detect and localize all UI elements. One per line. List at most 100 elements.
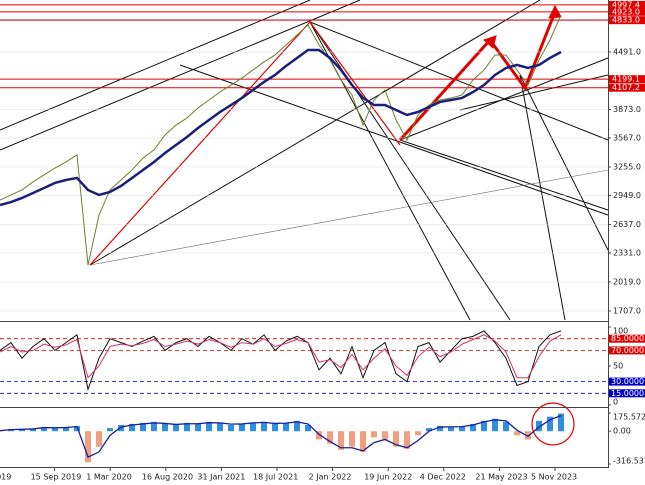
- y-tick-label: 1707.0: [613, 306, 641, 315]
- y-tick-label: 0: [613, 398, 618, 407]
- histogram-bar: [206, 421, 212, 432]
- price-label-bg: [609, 16, 645, 25]
- y-tick-label: 2637.0: [613, 220, 641, 229]
- series-line: [0, 48, 562, 207]
- histogram-bar: [140, 422, 146, 432]
- histogram-bar: [96, 431, 102, 447]
- price-label-bg: [609, 0, 645, 9]
- histogram-bar: [129, 423, 135, 432]
- histogram-bar: [272, 423, 278, 432]
- histogram-bar: [481, 420, 487, 432]
- level-label: 70.0000: [611, 346, 644, 355]
- histogram-bar: [85, 431, 91, 463]
- histogram-bar: [437, 426, 443, 432]
- x-tick-label: 16 Aug 2020: [142, 473, 193, 482]
- x-tick-label: 18 Jul 2021: [253, 473, 298, 482]
- histogram-bar: [547, 416, 553, 432]
- histogram-bar: [283, 422, 289, 432]
- price-label-bg: [609, 83, 645, 92]
- histogram-bar: [558, 413, 564, 432]
- histogram-bar: [74, 426, 80, 432]
- histogram-bar: [327, 431, 333, 444]
- level-label-bg: [609, 346, 645, 355]
- histogram-bar: [217, 422, 223, 432]
- x-tick-label: 19 Jun 2022: [364, 473, 412, 482]
- price-label: 4107.2: [612, 83, 640, 92]
- price-label-bg: [609, 7, 645, 16]
- histogram-bar: [41, 427, 47, 432]
- histogram-bar: [52, 428, 58, 432]
- histogram-bar: [338, 431, 344, 450]
- y-tick-label: 3567.0: [613, 133, 641, 142]
- histogram-bar: [261, 421, 267, 432]
- y-tick-label: 50: [613, 362, 623, 371]
- y-tick-label: -316.531: [613, 457, 645, 466]
- trendlines: [0, 0, 609, 321]
- price-label: 4997.4: [612, 0, 640, 9]
- y-tick-label: 3873.0: [613, 105, 641, 114]
- histogram-bar: [459, 426, 465, 432]
- level-label-bg: [609, 377, 645, 386]
- histogram-bar: [162, 423, 168, 432]
- histogram-bar: [19, 429, 25, 432]
- y-tick-label: 4491.0: [613, 48, 641, 57]
- x-tick-label: 31 Jan 2021: [197, 473, 245, 482]
- histogram-bar: [492, 418, 498, 432]
- histogram-bar: [107, 428, 113, 432]
- x-tick-label: 5 Nov 2023: [531, 473, 577, 482]
- x-tick-label: 15 Sep 2019: [31, 473, 82, 482]
- histogram-bar: [316, 431, 322, 440]
- histogram-bar: [503, 421, 509, 432]
- histogram-bar: [294, 420, 300, 432]
- histogram-bar: [250, 422, 256, 432]
- level-label: 30.0000: [611, 377, 644, 386]
- level-label: 15.0000: [611, 389, 644, 398]
- histogram-bar: [305, 424, 311, 432]
- histogram-bar: [360, 431, 366, 452]
- histogram-bar: [514, 431, 520, 436]
- histogram-bar: [118, 424, 124, 432]
- series-line: [0, 415, 562, 458]
- histogram-bar: [371, 431, 377, 438]
- histogram-bar: [415, 431, 421, 436]
- histogram-bar: [30, 428, 36, 432]
- histogram-bar: [404, 431, 410, 449]
- x-tick-label: 21 May 2023: [475, 473, 527, 482]
- histogram-bar: [184, 422, 190, 432]
- histogram-bar: [426, 428, 432, 432]
- level-label-bg: [609, 334, 645, 343]
- x-tick-label: 2 Jan 2022: [309, 473, 352, 482]
- histogram-bar: [448, 427, 454, 432]
- y-tick-label: 100: [613, 327, 628, 336]
- x-tick-label: 1 Mar 2020: [86, 473, 132, 482]
- x-tick-label: 4 Dec 2022: [420, 473, 466, 482]
- histogram-bar: [349, 431, 355, 447]
- price-label: 4199.1: [612, 75, 640, 84]
- histogram-bar: [195, 423, 201, 432]
- series-line: [0, 330, 562, 392]
- level-label: 85.0000: [611, 334, 644, 343]
- x-tick-label: 2019: [0, 473, 11, 482]
- histogram-bar: [393, 431, 399, 447]
- panel-frames: [0, 0, 609, 468]
- histogram-bar: [536, 420, 542, 432]
- y-tick-label: 0.00: [613, 427, 631, 436]
- series-line: [0, 14, 562, 266]
- histogram-bar: [382, 431, 388, 440]
- price-label: 4923.0: [612, 7, 640, 16]
- y-tick-label: 2331.0: [613, 248, 641, 257]
- histogram-bar: [525, 431, 531, 440]
- y-tick-label: 175.572: [613, 413, 645, 422]
- series-line: [0, 334, 562, 379]
- histogram-bar: [228, 424, 234, 432]
- histogram-bar: [151, 421, 157, 432]
- histogram-bar: [470, 423, 476, 432]
- price-label: 4833.0: [612, 16, 640, 25]
- histogram-bar: [173, 424, 179, 432]
- y-tick-label: 3255.0: [613, 162, 641, 171]
- histogram-bar: [63, 427, 69, 432]
- y-tick-label: 2949.0: [613, 191, 641, 200]
- level-label-bg: [609, 389, 645, 398]
